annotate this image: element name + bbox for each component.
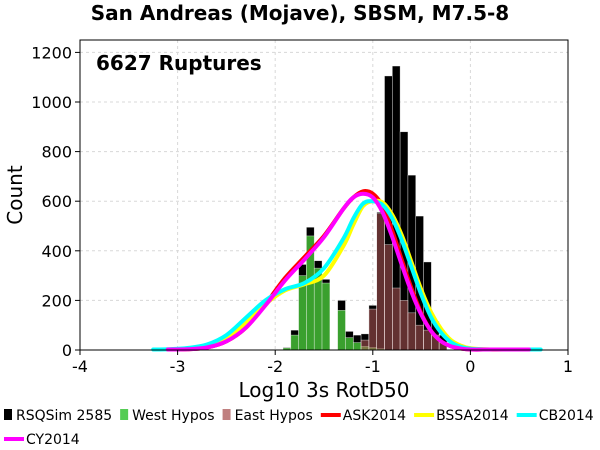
- legend-item-west-hypos: West Hypos: [120, 408, 215, 424]
- x-tick-label: 0: [465, 357, 475, 376]
- histogram-bar: [399, 300, 409, 351]
- axes: -4 -3 -2 -1 0 1 0 200 400 600 800 1000 1200: [31, 43, 573, 376]
- legend-label: ASK2014: [343, 408, 406, 424]
- legend: RSQSim 2585 West Hypos East Hypos ASK2014 BS…: [4, 408, 594, 448]
- x-axis-label: Log10 3s RotD50: [239, 378, 410, 402]
- curve-bssa2014: [165, 198, 531, 352]
- y-tick-label: 0: [62, 341, 72, 360]
- legend-label: RSQSim 2585: [16, 408, 112, 424]
- histogram-bar: [368, 308, 378, 351]
- y-tick-label: 1200: [31, 43, 72, 62]
- legend-label: West Hypos: [132, 408, 214, 424]
- legend-label: CB2014: [539, 408, 594, 424]
- histogram-bar: [290, 334, 299, 351]
- legend-label: East Hypos: [235, 408, 313, 424]
- histogram-bar: [360, 339, 370, 351]
- plot-frame: [79, 39, 569, 351]
- x-tick-label: -4: [72, 357, 88, 376]
- curve-cb2014: [151, 199, 543, 352]
- legend-item-cb2014: CB2014: [516, 408, 594, 424]
- y-tick-label: 400: [41, 242, 72, 261]
- rupture-count-annotation: 6627 Ruptures: [96, 51, 262, 75]
- legend-swatch: [120, 409, 129, 420]
- y-tick-label: 600: [41, 192, 72, 211]
- chart-title: San Andreas (Mojave), SBSM, M7.5-8: [91, 1, 509, 25]
- histogram-bars: [282, 65, 448, 351]
- histogram-bar: [352, 342, 362, 351]
- legend-label: BSSA2014: [436, 408, 509, 424]
- legend-label: CY2014: [26, 432, 80, 448]
- legend-item-ask2014: ASK2014: [320, 408, 406, 424]
- legend-swatch: [4, 409, 12, 420]
- legend-item-bssa2014: BSSA2014: [414, 408, 509, 424]
- legend-swatch: [222, 409, 231, 420]
- histogram-bar: [337, 310, 346, 351]
- gmpe-curves: [151, 189, 543, 352]
- histogram-bar: [321, 282, 331, 351]
- x-tick-label: -1: [365, 357, 381, 376]
- x-tick-label: -3: [170, 357, 186, 376]
- histogram-bar: [392, 287, 401, 351]
- legend-item-east-hypos: East Hypos: [222, 408, 313, 424]
- histogram-bar: [415, 324, 424, 351]
- histogram-bar: [407, 312, 417, 351]
- y-tick-label: 200: [41, 291, 72, 310]
- bar-series-east-hypos: [360, 213, 448, 351]
- y-tick-label: 1000: [31, 93, 72, 112]
- legend-item-cy2014: CY2014: [4, 432, 80, 448]
- x-tick-label: 1: [563, 357, 573, 376]
- curve-cy2014: [165, 191, 531, 352]
- histogram-bar: [384, 244, 393, 351]
- y-axis-label: Count: [3, 165, 27, 225]
- curve-ask2014: [165, 189, 531, 352]
- legend-item-rsqsim-2585: RSQSim 2585: [4, 408, 112, 424]
- x-tick-label: -2: [267, 357, 283, 376]
- histogram-bar: [376, 213, 385, 351]
- y-tick-label: 800: [41, 143, 72, 162]
- histogram-bar: [345, 337, 354, 351]
